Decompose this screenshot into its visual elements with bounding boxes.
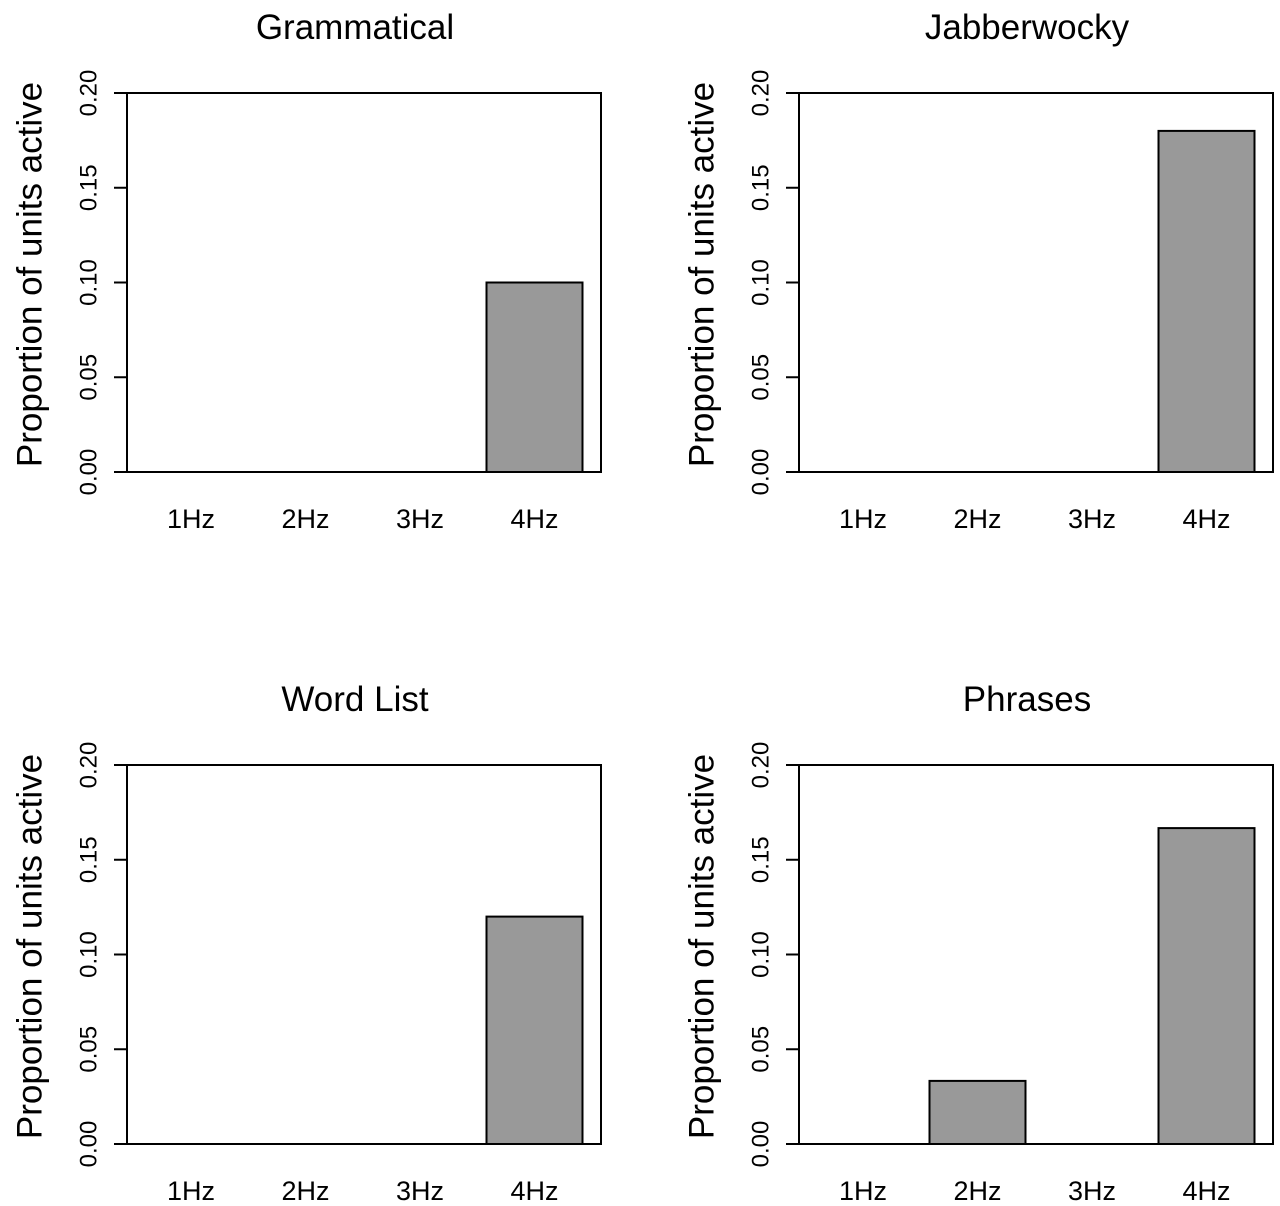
x-tick-label: 3Hz	[1068, 504, 1116, 534]
x-tick-label: 1Hz	[839, 1176, 887, 1206]
x-tick-label: 4Hz	[510, 504, 558, 534]
y-tick-label: 0.10	[76, 931, 103, 978]
y-tick-label: 0.00	[76, 449, 103, 496]
y-tick-label: 0.15	[76, 836, 103, 883]
y-tick-label: 0.00	[76, 1121, 103, 1168]
x-tick-label: 3Hz	[396, 504, 444, 534]
x-tick-label: 2Hz	[953, 504, 1001, 534]
y-tick-label: 0.15	[76, 164, 103, 211]
x-tick-label: 2Hz	[281, 504, 329, 534]
y-tick-label: 0.05	[748, 354, 775, 401]
y-tick-label: 0.05	[76, 354, 103, 401]
bar-2Hz	[928, 1079, 1027, 1145]
x-tick-label: 3Hz	[1068, 1176, 1116, 1206]
x-tick-label: 2Hz	[281, 1176, 329, 1206]
bar-4Hz	[1157, 827, 1256, 1146]
chart-title: Phrases	[963, 680, 1091, 719]
bar-4Hz	[485, 281, 584, 473]
y-tick-label: 0.20	[76, 742, 103, 789]
y-tick-label: 0.15	[748, 836, 775, 883]
y-tick-label: 0.10	[76, 259, 103, 306]
y-tick-label: 0.10	[748, 931, 775, 978]
bar-4Hz	[485, 915, 584, 1145]
chart-panel: Word List 0.00 0.05 0.10 0.15 0.20 Proportion …	[11, 680, 602, 1206]
y-axis-label: Proportion of units active	[11, 82, 50, 467]
y-tick-label: 0.00	[748, 1121, 775, 1168]
x-tick-label: 4Hz	[1182, 504, 1230, 534]
x-tick-label: 1Hz	[167, 504, 215, 534]
y-tick-label: 0.00	[748, 449, 775, 496]
y-tick-label: 0.15	[748, 164, 775, 211]
x-tick-label: 3Hz	[396, 1176, 444, 1206]
y-tick-label: 0.05	[76, 1026, 103, 1073]
chart-panel: Jabberwocky 0.00 0.05 0.10 0.15 0.20 Proportio…	[683, 8, 1274, 534]
chart-title: Grammatical	[256, 8, 454, 47]
x-tick-label: 1Hz	[167, 1176, 215, 1206]
chart-title: Word List	[281, 680, 428, 719]
x-tick-label: 4Hz	[510, 1176, 558, 1206]
chart-panel: Grammatical 0.00 0.05 0.10 0.15 0.20 Proportio…	[11, 8, 602, 534]
y-tick-label: 0.10	[748, 259, 775, 306]
x-tick-label: 2Hz	[953, 1176, 1001, 1206]
y-axis-label: Proportion of units active	[683, 82, 722, 467]
y-tick-label: 0.20	[748, 742, 775, 789]
x-tick-label: 4Hz	[1182, 1176, 1230, 1206]
bar-4Hz	[1157, 129, 1256, 473]
chart-title: Jabberwocky	[925, 8, 1130, 47]
x-tick-label: 1Hz	[839, 504, 887, 534]
y-tick-label: 0.05	[748, 1026, 775, 1073]
y-axis-label: Proportion of units active	[11, 754, 50, 1139]
y-tick-label: 0.20	[76, 70, 103, 117]
y-axis-label: Proportion of units active	[683, 754, 722, 1139]
y-tick-label: 0.20	[748, 70, 775, 117]
chart-panel: Phrases 0.00 0.05 0.10 0.15 0.20 Proportion of…	[683, 680, 1274, 1206]
